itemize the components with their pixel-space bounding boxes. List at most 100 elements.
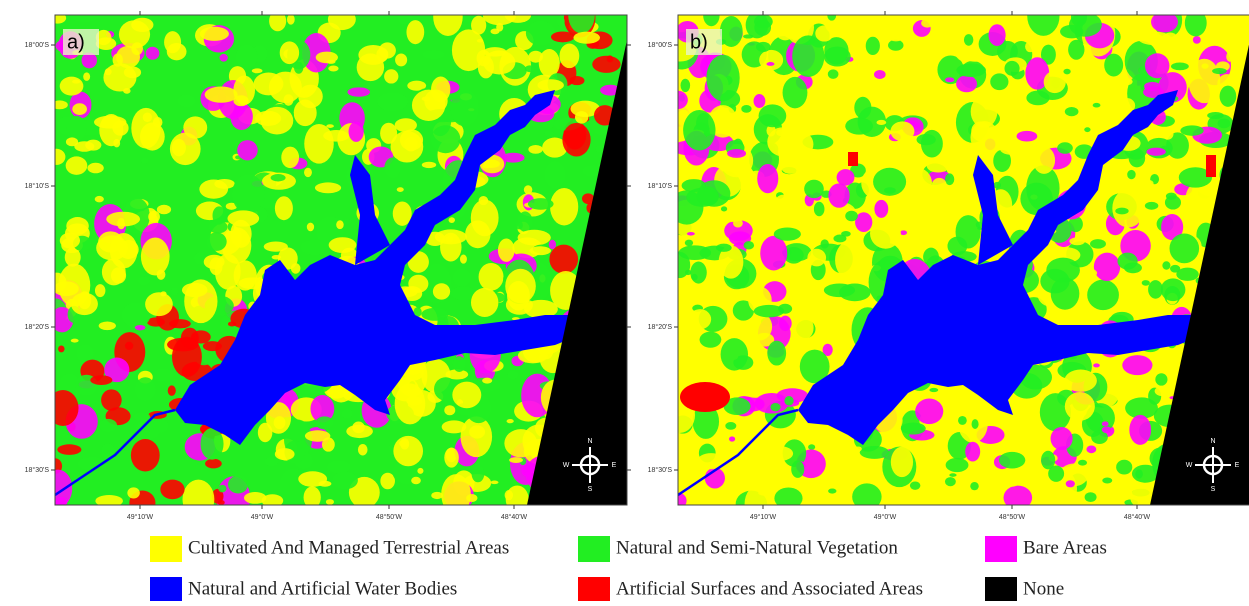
land-patch (1102, 421, 1109, 426)
land-patch (544, 131, 554, 137)
land-patch (807, 249, 826, 267)
land-patch (1200, 211, 1209, 219)
land-patch (112, 120, 128, 135)
land-patch (559, 44, 579, 69)
land-patch (113, 53, 123, 66)
land-patch (1033, 147, 1055, 174)
land-patch (153, 368, 173, 381)
land-patch (307, 223, 314, 232)
land-patch (49, 12, 67, 23)
land-patch (71, 339, 79, 343)
land-patch (275, 196, 293, 220)
land-patch (141, 158, 149, 164)
land-patch (760, 236, 787, 271)
land-patch (539, 49, 560, 77)
land-patch (891, 447, 913, 477)
land-patch (131, 42, 143, 55)
land-patch (1122, 355, 1152, 375)
land-patch (557, 17, 565, 27)
legend-swatch (578, 536, 610, 562)
land-patch (490, 481, 498, 485)
land-patch (779, 316, 792, 331)
land-patch (999, 452, 1025, 469)
land-patch (505, 490, 513, 500)
land-patch (1146, 148, 1165, 156)
land-patch (549, 240, 556, 249)
land-patch (280, 41, 299, 64)
land-patch (1071, 8, 1087, 27)
land-patch (183, 480, 215, 519)
land-patch (1207, 112, 1224, 119)
land-patch (201, 428, 224, 460)
land-patch (384, 69, 398, 83)
land-patch (469, 425, 485, 438)
land-patch (184, 279, 217, 323)
land-patch (1112, 189, 1144, 228)
land-patch (133, 412, 150, 421)
panel-label: b) (690, 31, 708, 53)
land-patch (283, 94, 293, 105)
land-patch (1193, 36, 1201, 44)
map-panel: a)18°00'S18°10'S18°20'S18°30'S49°10'W49°… (25, 0, 644, 521)
land-patch (1001, 470, 1023, 487)
legend-label: Natural and Artificial Water Bodies (188, 578, 457, 599)
legend-label: Bare Areas (1023, 537, 1107, 558)
lat-label: 18°00'S (25, 41, 50, 49)
land-patch (380, 473, 395, 490)
lon-label: 48°50'W (376, 513, 403, 521)
land-patch (814, 202, 825, 217)
land-patch (1163, 128, 1174, 140)
land-patch (791, 460, 804, 477)
land-patch (66, 156, 88, 174)
land-patch (205, 459, 222, 469)
land-patch (304, 168, 312, 177)
land-patch (1078, 460, 1087, 466)
land-patch (393, 201, 412, 225)
land-patch (1170, 233, 1200, 263)
panel-label: a) (67, 31, 85, 53)
figure: a)18°00'S18°10'S18°20'S18°30'S49°10'W49°… (0, 0, 1249, 601)
land-patch (759, 104, 787, 127)
lat-label: 18°10'S (648, 182, 673, 190)
land-patch (153, 418, 168, 433)
land-patch (690, 262, 706, 284)
land-patch (945, 89, 958, 103)
land-patch (291, 263, 301, 274)
land-patch (729, 436, 735, 441)
land-patch (87, 163, 103, 174)
land-patch (57, 444, 81, 455)
land-patch (1060, 25, 1083, 39)
land-patch (716, 244, 732, 252)
land-patch (140, 123, 165, 151)
land-patch (70, 9, 99, 22)
land-patch (252, 68, 263, 73)
land-patch (732, 442, 738, 445)
land-patch (754, 305, 784, 317)
land-patch (261, 107, 294, 135)
land-patch (808, 444, 815, 450)
land-patch (1116, 460, 1132, 475)
land-patch (65, 248, 81, 267)
land-patch (831, 330, 852, 356)
lat-label: 18°20'S (648, 323, 673, 331)
land-patch (988, 24, 1005, 46)
land-patch (883, 19, 908, 42)
land-patch (377, 92, 408, 111)
land-patch (770, 403, 780, 411)
land-patch (433, 283, 450, 299)
land-patch (682, 179, 706, 192)
land-patch (230, 220, 251, 248)
land-patch (327, 460, 351, 473)
land-patch (237, 140, 258, 160)
land-patch (1201, 63, 1208, 68)
land-patch (441, 474, 471, 514)
lon-label: 48°40'W (1124, 513, 1151, 521)
land-patch (830, 156, 851, 164)
land-patch (452, 29, 485, 71)
land-patch (964, 34, 973, 46)
land-patch (767, 127, 799, 156)
lon-label: 49°0'W (874, 513, 897, 521)
land-patch (215, 254, 241, 290)
land-patch (1170, 265, 1180, 273)
land-patch (733, 219, 743, 228)
